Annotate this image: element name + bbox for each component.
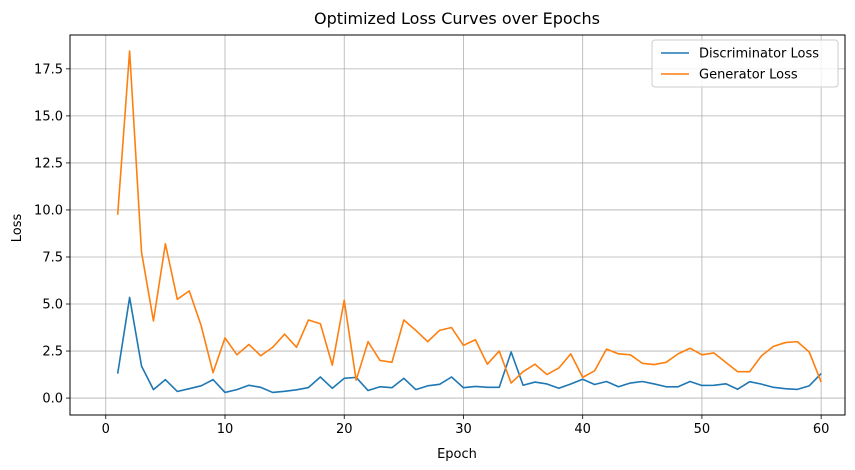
y-tick-label: 10.0 <box>34 203 63 218</box>
legend: Discriminator Loss Generator Loss <box>651 39 839 88</box>
x-tick-label: 50 <box>694 422 711 437</box>
x-tick-label: 30 <box>455 422 472 437</box>
legend-label: Discriminator Loss <box>699 47 819 62</box>
chart-title: Optimized Loss Curves over Epochs <box>314 9 600 28</box>
x-tick-label: 40 <box>574 422 591 437</box>
y-tick-label: 0.0 <box>42 392 63 407</box>
grid <box>70 35 845 415</box>
y-axis-label: Loss <box>10 214 25 243</box>
x-tick-label: 0 <box>102 422 110 437</box>
x-tick-label: 20 <box>336 422 353 437</box>
series-line-1 <box>116 296 822 394</box>
y-tick-label: 12.5 <box>34 156 63 171</box>
y-tick-label: 15.0 <box>34 109 63 124</box>
y-tick-label: 17.5 <box>34 62 63 77</box>
axis-ticks: 0 10 20 30 40 50 60 0.0 2.5 5.0 7.5 10.0 12.5 15.0 17.… <box>34 62 829 437</box>
y-tick-label: 2.5 <box>42 345 63 360</box>
y-tick-label: 7.5 <box>42 250 63 265</box>
legend-label: Generator Loss <box>699 68 798 83</box>
plot-frame <box>69 34 846 416</box>
y-tick-label: 5.0 <box>42 298 63 313</box>
x-tick-label: 10 <box>217 422 234 437</box>
series-lines <box>116 50 822 394</box>
series-line-2 <box>116 50 822 384</box>
legend-box <box>651 39 839 88</box>
x-tick-label: 60 <box>813 422 830 437</box>
x-axis-label: Epoch <box>437 447 477 462</box>
